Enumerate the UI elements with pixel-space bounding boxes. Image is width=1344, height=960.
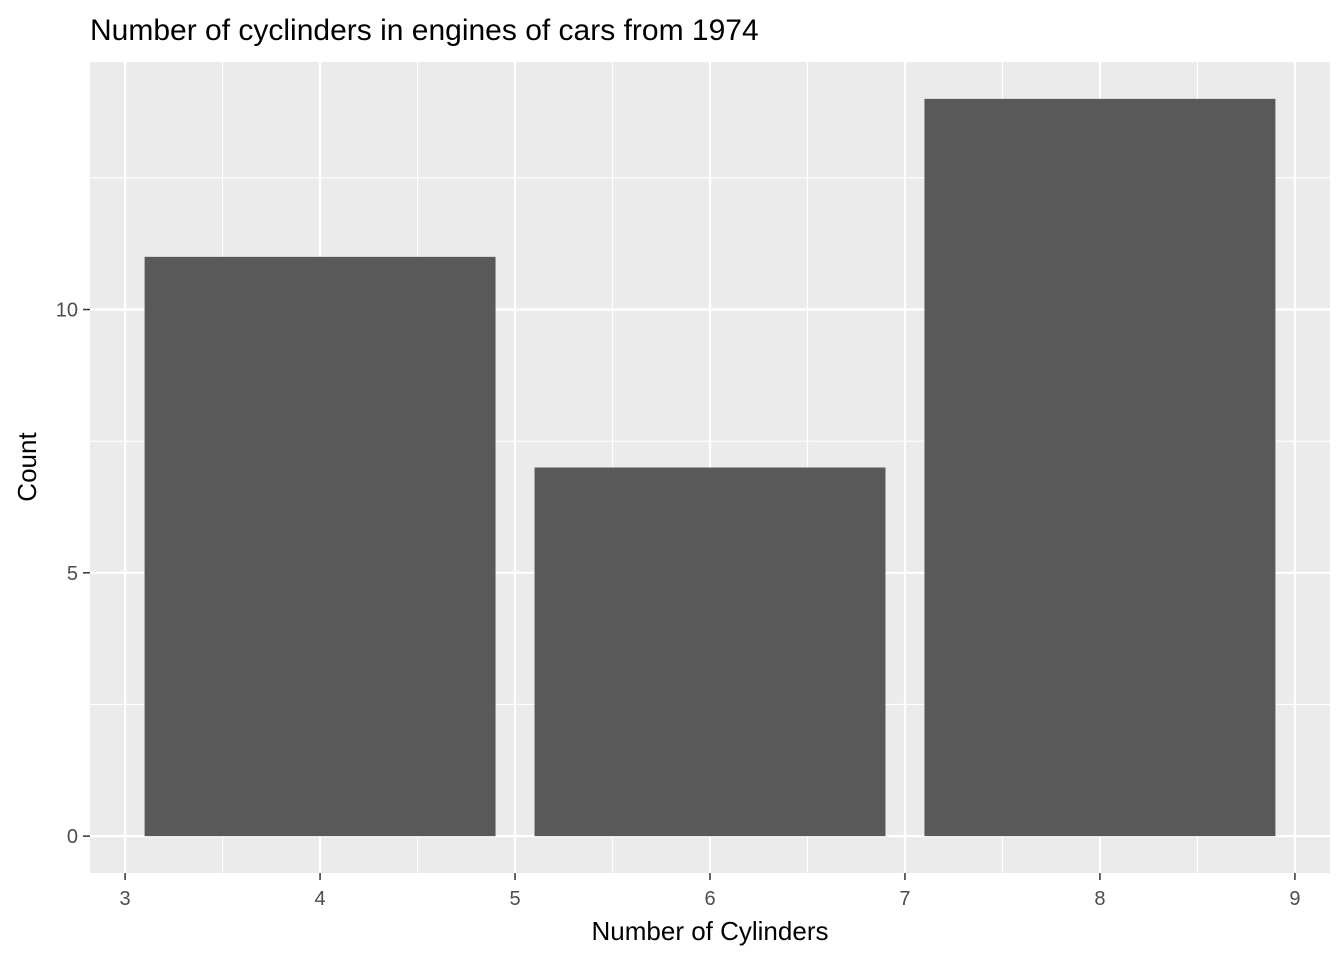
y-tick-label: 5 (67, 563, 78, 585)
x-tick-label: 9 (1289, 888, 1300, 910)
x-axis-title: Number of Cylinders (592, 916, 829, 946)
y-axis-title: Count (12, 432, 42, 502)
x-tick-label: 8 (1094, 888, 1105, 910)
y-tick-label: 10 (56, 300, 78, 322)
x-tick-label: 4 (315, 888, 326, 910)
x-tick-label: 7 (899, 888, 910, 910)
x-tick-label: 5 (509, 888, 520, 910)
y-axis-ticks: 0 5 10 (56, 300, 90, 848)
bar-6-cylinders (534, 467, 886, 837)
bar-8-cylinders (924, 98, 1276, 837)
chart-title: Number of cyclinders in engines of cars … (90, 14, 759, 47)
y-tick-label: 0 (67, 826, 78, 848)
bar-4-cylinders (144, 256, 496, 837)
x-axis-ticks: 3 4 5 6 7 8 9 (120, 873, 1300, 910)
bars (144, 98, 1276, 837)
x-tick-label: 3 (120, 888, 131, 910)
x-tick-label: 6 (704, 888, 715, 910)
